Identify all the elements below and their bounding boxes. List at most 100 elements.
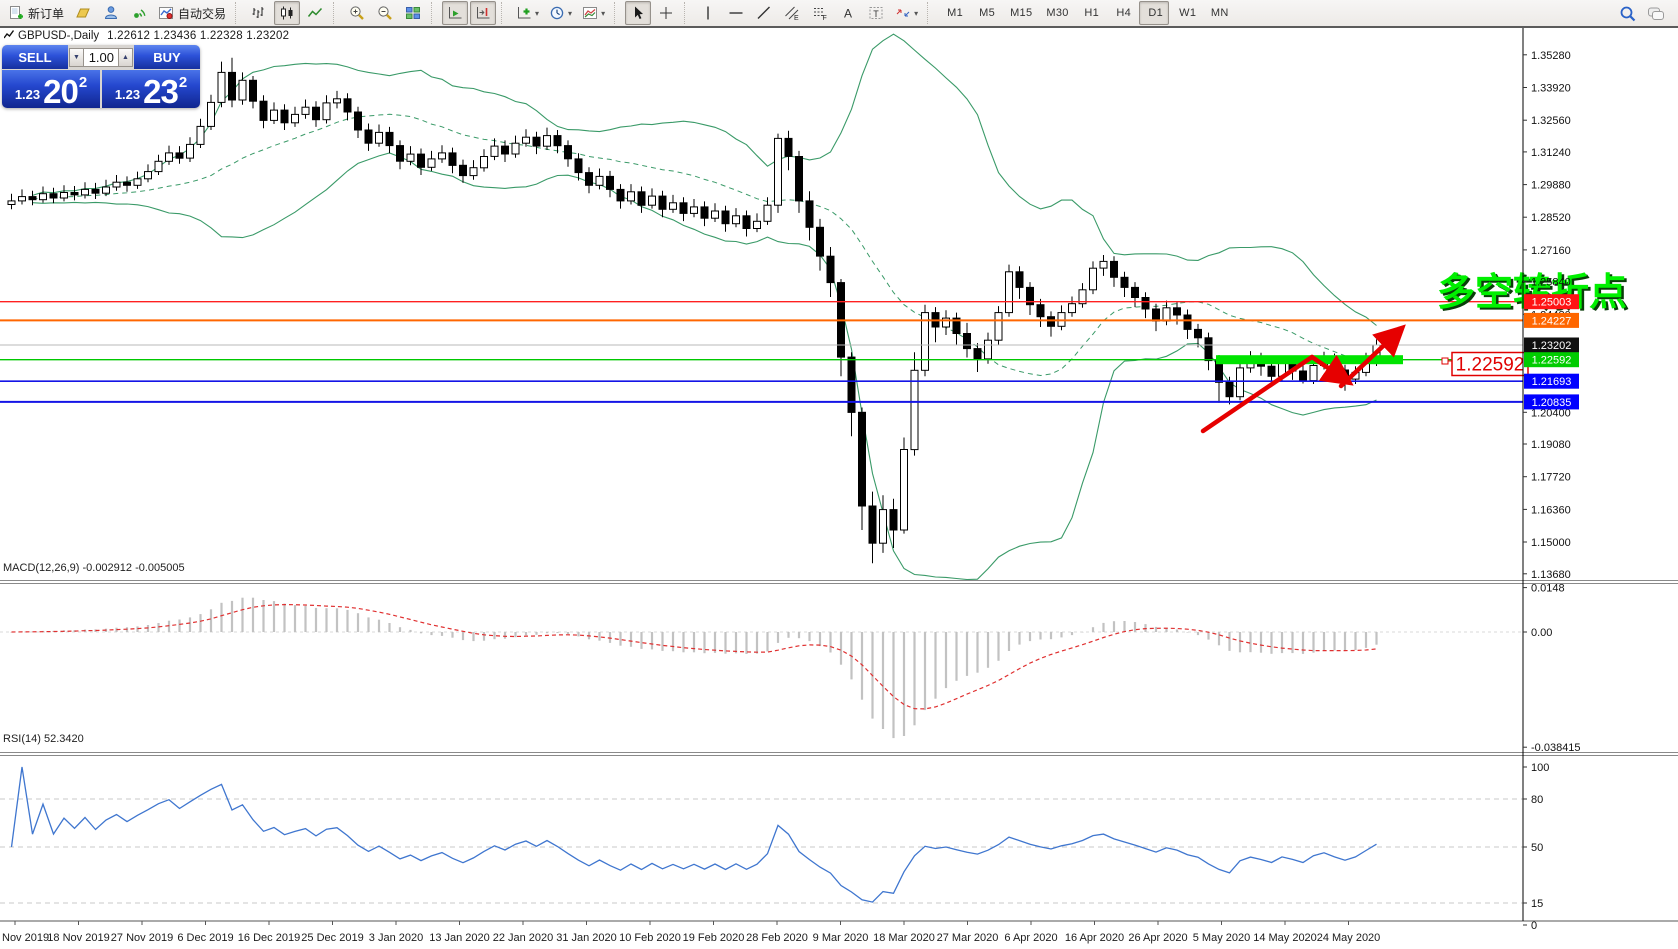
templates-button[interactable]: ▾ — [578, 1, 609, 25]
macd-bar — [1280, 632, 1284, 654]
candle-body — [81, 188, 89, 196]
signals-button[interactable] — [126, 1, 152, 25]
candle-body — [1120, 276, 1129, 288]
annotation-arrow[interactable] — [1338, 324, 1406, 389]
macd-bar — [325, 608, 328, 632]
candle-body — [543, 135, 551, 147]
time-axis-label: 22 Jan 2020 — [492, 932, 554, 944]
zoom-in-button[interactable] — [344, 1, 370, 25]
candle-body — [91, 188, 100, 194]
candle-body — [1183, 314, 1192, 330]
arrows-tool-button[interactable]: ▾ — [891, 1, 922, 25]
bar-chart-button[interactable] — [246, 1, 272, 25]
macd-bar — [262, 600, 265, 632]
macd-bar — [251, 597, 255, 632]
auto-scroll-button[interactable] — [442, 1, 469, 25]
timeframe-mn-button[interactable]: MN — [1203, 1, 1233, 25]
macd-bar — [188, 617, 192, 632]
timeframe-w1-button[interactable]: W1 — [1171, 1, 1201, 25]
autotrading-button[interactable]: 自动交易 — [154, 1, 230, 25]
trendline-button[interactable] — [751, 1, 777, 25]
zoom-out-button[interactable] — [372, 1, 398, 25]
horizontal-line-button[interactable] — [723, 1, 749, 25]
cursor-button[interactable] — [625, 1, 652, 25]
toolbar-separator — [927, 2, 934, 24]
candle-body — [742, 215, 751, 230]
timeframe-m30-button[interactable]: M30 — [1038, 1, 1072, 25]
timeframe-h4-button[interactable]: H4 — [1107, 1, 1137, 25]
macd-bar — [661, 632, 664, 651]
candle-body — [480, 156, 488, 169]
line-chart-button[interactable] — [302, 1, 328, 25]
chat-button[interactable] — [1643, 2, 1669, 26]
timeframe-h1-button[interactable]: H1 — [1075, 1, 1105, 25]
buy-price-button[interactable]: 1.23 23 2 — [102, 70, 200, 108]
chart-plot-area[interactable] — [0, 28, 1523, 580]
candle-body — [648, 195, 656, 206]
time-axis-label: 24 May 2020 — [1316, 932, 1381, 944]
macd-bar — [1228, 632, 1231, 651]
macd-bar — [1081, 631, 1084, 633]
rsi-plot-area[interactable] — [0, 757, 1523, 921]
macd-bar — [629, 632, 633, 647]
macd-plot-area[interactable] — [0, 585, 1523, 752]
timeframe-m5-button[interactable]: M5 — [970, 1, 1000, 25]
label-anchor-square[interactable] — [1441, 357, 1449, 365]
annotation-arrow[interactable] — [1309, 354, 1354, 386]
timeframe-d1-button[interactable]: D1 — [1138, 1, 1169, 25]
search-button[interactable] — [1615, 2, 1641, 26]
dropdown-caret-icon[interactable]: ▾ — [601, 8, 606, 18]
vertical-line-button[interactable] — [695, 1, 721, 25]
candle-body — [1309, 365, 1318, 382]
fibonacci-button[interactable]: F — [807, 1, 833, 25]
candle-body — [900, 449, 908, 531]
candle-body — [1036, 304, 1045, 318]
macd-bar — [241, 597, 244, 632]
timeframe-m1-button[interactable]: M1 — [938, 1, 968, 25]
candle-body — [60, 192, 68, 199]
volume-input[interactable]: 1.00 — [84, 47, 118, 67]
dropdown-caret-icon[interactable]: ▾ — [568, 8, 573, 18]
time-axis-label: 5 May 2020 — [1192, 932, 1251, 944]
candle-body — [952, 317, 961, 335]
candlestick-chart-button[interactable] — [274, 1, 301, 25]
price-axis-label: 1.17720 — [1531, 472, 1571, 484]
dropdown-caret-icon[interactable]: ▾ — [535, 8, 540, 18]
chart-profiles-button[interactable] — [70, 1, 96, 25]
macd-bar — [1186, 632, 1189, 633]
periods-button[interactable]: ▾ — [545, 1, 576, 25]
dropdown-caret-icon[interactable]: ▾ — [914, 8, 919, 18]
candle-body — [532, 136, 541, 147]
candle-body — [364, 129, 373, 144]
annotation-arrow[interactable] — [1200, 354, 1315, 434]
volume-increase-button[interactable]: ▲ — [118, 47, 133, 67]
candle-body — [322, 102, 331, 121]
text-button[interactable]: A — [835, 1, 861, 25]
price-axis-label: 1.32560 — [1531, 115, 1571, 127]
candle-body — [879, 509, 887, 544]
market-watch-button[interactable] — [98, 1, 124, 25]
macd-bar — [451, 632, 454, 638]
time-axis[interactable]: Nov 2019 18 Nov 2019 27 Nov 2019 6 Dec 2019… — [0, 927, 1678, 949]
new-order-button[interactable]: 新订单 — [4, 1, 68, 25]
macd-bar — [713, 632, 717, 653]
volume-decrease-button[interactable]: ▼ — [69, 47, 84, 67]
candle-body — [280, 109, 289, 124]
candle-body — [406, 153, 415, 162]
candle-body — [238, 79, 247, 101]
buy-button[interactable]: BUY — [134, 45, 200, 69]
chart-shift-button[interactable] — [470, 1, 497, 25]
svg-text:E: E — [794, 15, 799, 21]
price-label-annotation[interactable]: 1.22592 — [1441, 351, 1529, 377]
equidistant-channel-button[interactable]: E — [779, 1, 805, 25]
tile-windows-button[interactable] — [400, 1, 426, 25]
text-label-button[interactable]: T — [863, 1, 889, 25]
crosshair-button[interactable] — [653, 1, 679, 25]
macd-bar — [272, 601, 276, 632]
indicators-button[interactable]: ▾ — [512, 1, 543, 25]
sell-button[interactable]: SELL — [2, 45, 68, 69]
sell-price-button[interactable]: 1.23 20 2 — [2, 70, 100, 108]
candle-body — [763, 204, 772, 222]
timeframe-m15-button[interactable]: M15 — [1002, 1, 1036, 25]
candle-body — [375, 131, 383, 144]
